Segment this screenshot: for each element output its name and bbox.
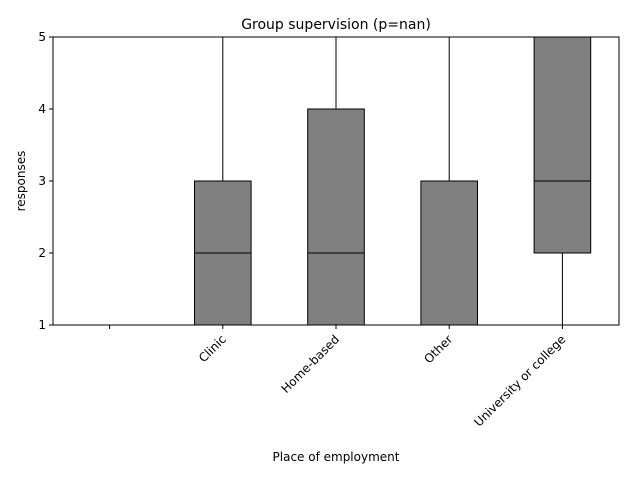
x-tick-label: Other — [421, 332, 455, 366]
x-axis-label: Place of employment — [273, 450, 400, 464]
y-tick-label: 1 — [38, 318, 46, 332]
box-1 — [194, 36, 252, 326]
iqr-box — [420, 180, 478, 326]
iqr-box — [307, 108, 365, 326]
x-tick-label: Clinic — [196, 332, 229, 365]
y-tick-label: 5 — [38, 30, 46, 44]
box-3 — [420, 36, 478, 326]
x-tick-label: University or college — [471, 332, 568, 429]
box-4 — [533, 36, 592, 326]
iqr-box — [533, 36, 592, 254]
chart-title: Group supervision (p=nan) — [241, 17, 431, 33]
y-tick-label: 4 — [38, 102, 46, 116]
x-axis-ticks: Clinic Home-based Other University or colle… — [109, 325, 569, 429]
y-tick-label: 2 — [38, 246, 46, 260]
y-axis-label: responses — [14, 151, 28, 212]
x-tick-label: Home-based — [278, 332, 342, 396]
y-tick-label: 3 — [38, 174, 46, 188]
y-axis-ticks: 1 2 3 4 5 — [38, 30, 53, 332]
box-2 — [307, 36, 365, 326]
box-group — [194, 36, 592, 326]
